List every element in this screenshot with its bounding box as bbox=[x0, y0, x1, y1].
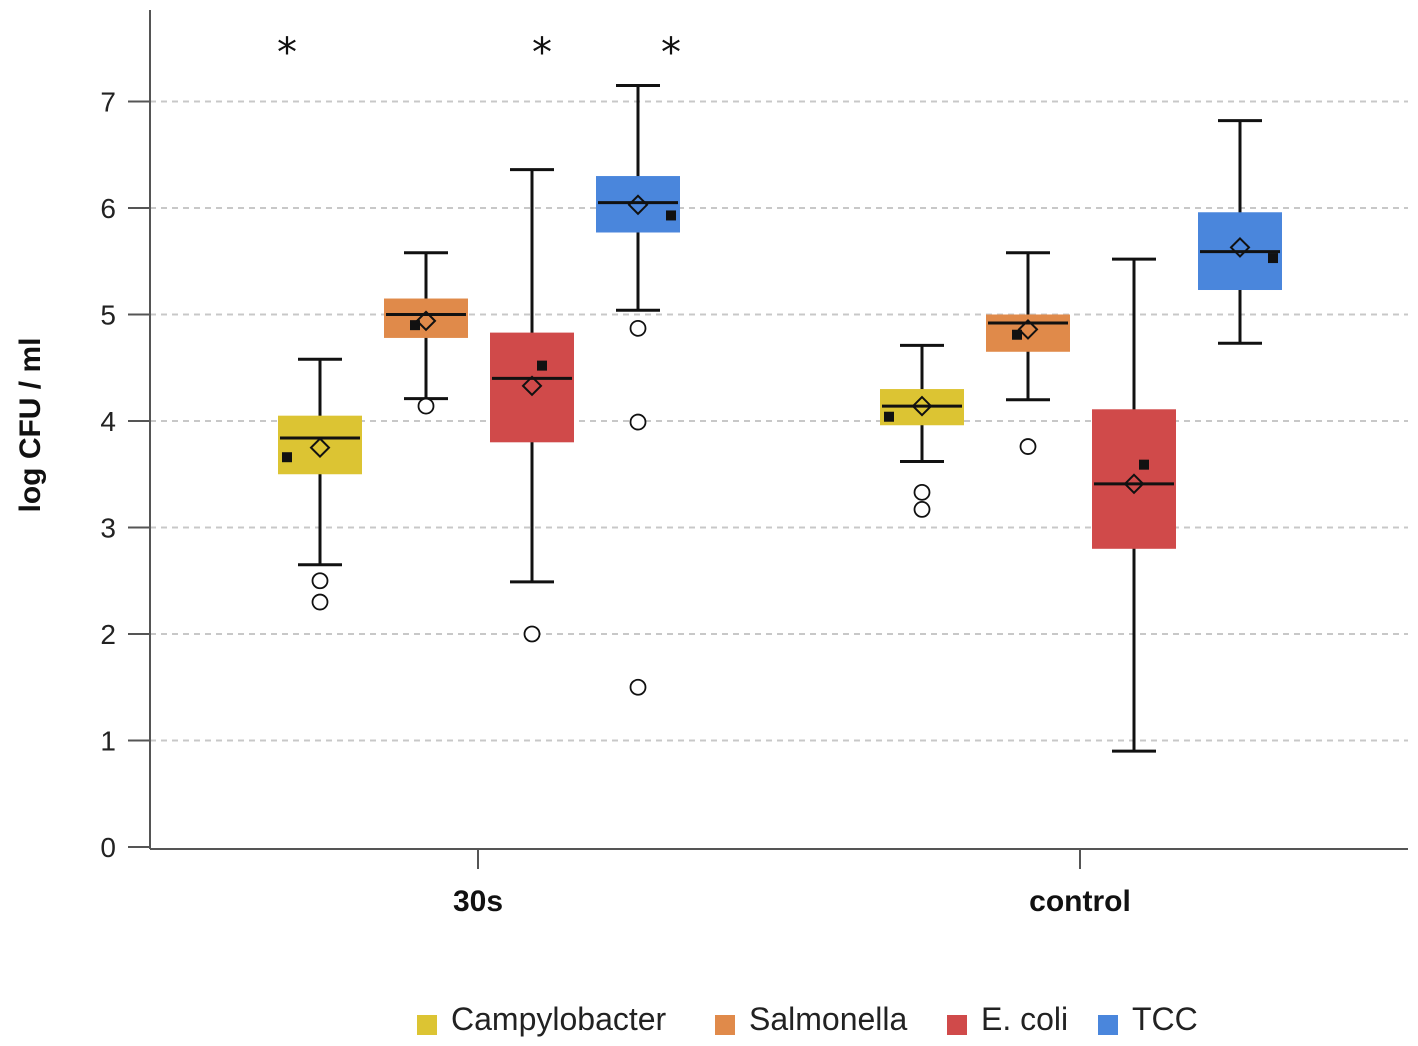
outlier-30s-campylobacter-0 bbox=[311, 572, 329, 590]
mean-marker-30s-salmonella bbox=[415, 310, 437, 332]
data-point-control-tcc bbox=[1268, 253, 1278, 264]
legend-swatch-e-coli bbox=[947, 1015, 967, 1035]
legend-label-campylobacter: Campylobacter bbox=[451, 1001, 667, 1037]
y-tick-label-6: 6 bbox=[100, 193, 116, 224]
box-group-30s-salmonella bbox=[384, 251, 468, 415]
data-point-control-salmonella bbox=[1012, 329, 1022, 340]
legend-swatch-salmonella bbox=[715, 1015, 735, 1035]
outlier-30s-campylobacter-1 bbox=[311, 593, 329, 611]
box-group-30s-e-coli: * bbox=[490, 30, 574, 643]
box-group-30s-tcc: * bbox=[596, 30, 681, 696]
legend: Campylobacter Salmonella E. coli TCC bbox=[417, 1001, 1198, 1037]
mean-marker-control-tcc bbox=[1229, 236, 1251, 258]
boxes: * * * bbox=[277, 30, 1282, 753]
data-point-30s-salmonella bbox=[410, 320, 420, 331]
box-group-control-tcc bbox=[1198, 119, 1282, 345]
box-30s-tcc bbox=[596, 176, 680, 233]
legend-label-salmonella: Salmonella bbox=[749, 1001, 908, 1037]
data-point-30s-e-coli bbox=[537, 360, 547, 371]
y-tick-label-2: 2 bbox=[100, 619, 116, 650]
legend-item-campylobacter: Campylobacter bbox=[417, 1001, 667, 1037]
axes: 0 1 2 3 4 5 6 7 30s control bbox=[100, 10, 1408, 918]
mean-marker-30s-e-coli bbox=[521, 375, 543, 397]
box-30s-salmonella bbox=[384, 298, 468, 338]
legend-swatch-campylobacter bbox=[417, 1015, 437, 1035]
data-point-control-e-coli bbox=[1139, 459, 1149, 470]
y-tick-label-1: 1 bbox=[100, 726, 116, 757]
outlier-30s-tcc-0 bbox=[629, 319, 647, 337]
outlier-30s-tcc-2 bbox=[629, 678, 647, 696]
outlier-30s-tcc-1 bbox=[629, 413, 647, 431]
mean-marker-control-e-coli bbox=[1123, 473, 1145, 495]
mean-marker-30s-campylobacter bbox=[309, 437, 331, 459]
outlier-30s-salmonella-0 bbox=[417, 397, 435, 415]
box-30s-campylobacter bbox=[278, 415, 362, 475]
significance-marker-30s-tcc: * bbox=[661, 30, 681, 76]
legend-label-e-coli: E. coli bbox=[981, 1001, 1068, 1037]
mean-marker-30s-tcc bbox=[627, 194, 649, 216]
data-point-control-campylobacter bbox=[884, 411, 894, 422]
y-tick-label-4: 4 bbox=[100, 406, 116, 437]
box-control-e-coli bbox=[1092, 409, 1176, 549]
data-point-30s-tcc bbox=[666, 210, 676, 221]
data-point-30s-campylobacter bbox=[282, 452, 292, 463]
box-group-control-campylobacter bbox=[880, 343, 964, 518]
box-group-control-salmonella bbox=[986, 251, 1070, 455]
legend-label-tcc: TCC bbox=[1132, 1001, 1198, 1037]
y-tick-label-3: 3 bbox=[100, 513, 116, 544]
x-tick-label-30s: 30s bbox=[453, 885, 503, 918]
legend-item-e-coli: E. coli bbox=[947, 1001, 1068, 1037]
outlier-control-campylobacter-0 bbox=[913, 483, 931, 501]
outlier-30s-e-coli-0 bbox=[523, 625, 541, 643]
box-group-control-e-coli bbox=[1092, 257, 1176, 753]
y-tick-label-5: 5 bbox=[100, 300, 116, 331]
outlier-control-campylobacter-1 bbox=[913, 500, 931, 518]
y-tick-label-7: 7 bbox=[100, 87, 116, 118]
legend-swatch-tcc bbox=[1098, 1015, 1118, 1035]
significance-marker-30s-campylobacter: * bbox=[277, 30, 297, 76]
legend-item-salmonella: Salmonella bbox=[715, 1001, 908, 1037]
x-tick-label-control: control bbox=[1029, 885, 1131, 918]
legend-item-tcc: TCC bbox=[1098, 1001, 1198, 1037]
y-axis-title: log CFU / ml bbox=[14, 338, 47, 513]
mean-marker-control-salmonella bbox=[1017, 318, 1039, 340]
box-group-30s-campylobacter: * bbox=[277, 30, 362, 611]
mean-marker-control-campylobacter bbox=[911, 395, 933, 417]
significance-marker-30s-e-coli: * bbox=[532, 30, 552, 76]
y-tick-label-0: 0 bbox=[100, 832, 116, 863]
outlier-control-salmonella-0 bbox=[1019, 438, 1037, 455]
box-30s-e-coli bbox=[490, 332, 574, 443]
